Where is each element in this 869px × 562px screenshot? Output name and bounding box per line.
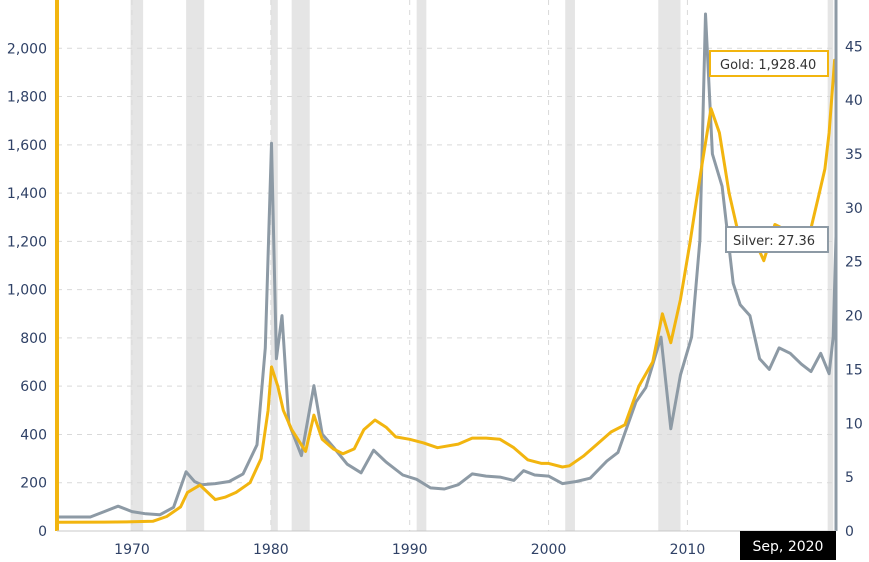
right-tick-label: 30 [845, 201, 863, 217]
left-tick-label: 1,200 [7, 234, 47, 250]
recession-band-6 [658, 0, 681, 531]
right-tick-label: 5 [845, 470, 854, 486]
right-tick-label: 35 [845, 147, 863, 163]
left-tick-label: 0 [38, 524, 47, 540]
gold-callout-text: Gold: 1,928.40 [720, 58, 816, 73]
silver-callout-box [725, 226, 829, 253]
recession-band-4 [416, 0, 427, 531]
tick-labels: 02004006008001,0001,2001,4001,6001,8002,… [7, 39, 863, 558]
left-tick-label: 800 [20, 331, 47, 347]
right-tick-label: 45 [845, 39, 863, 55]
silver-price-callout: Silver: 27.36 [725, 226, 829, 253]
axes [55, 0, 838, 532]
right-tick-label: 15 [845, 362, 863, 378]
recession-band-3 [291, 0, 310, 531]
date-tag-text: Sep, 2020 [753, 539, 824, 555]
x-tick-label: 1980 [253, 542, 289, 558]
recession-band-1 [186, 0, 205, 531]
recession-band-0 [130, 0, 144, 531]
left-tick-label: 1,000 [7, 283, 47, 299]
right-tick-label: 10 [845, 416, 863, 432]
date-tag-box [740, 531, 836, 560]
right-tick-label: 20 [845, 309, 863, 325]
right-tick-label: 25 [845, 255, 863, 271]
gold-callout-box [709, 50, 829, 77]
x-tick-label: 2010 [670, 542, 706, 558]
grid-lines [57, 0, 836, 531]
silver-price-line [57, 12, 838, 519]
gold-price-line [56, 58, 838, 524]
silver-callout-text: Silver: 27.36 [733, 234, 815, 249]
right-tick-label: 40 [845, 93, 863, 109]
recession-band-5 [565, 0, 575, 531]
x-tick-label: 2000 [531, 542, 567, 558]
left-tick-label: 200 [20, 476, 47, 492]
left-tick-label: 400 [20, 427, 47, 443]
left-tick-label: 1,800 [7, 90, 47, 106]
left-tick-label: 2,000 [7, 41, 47, 57]
x-tick-label: 1990 [392, 542, 428, 558]
recession-band-7 [827, 0, 834, 531]
series-lines [56, 12, 838, 524]
gold-price-callout: Gold: 1,928.40 [709, 50, 829, 77]
left-tick-label: 1,400 [7, 186, 47, 202]
recession-bands [130, 0, 834, 531]
left-tick-label: 600 [20, 379, 47, 395]
x-tick-label: 1970 [114, 542, 150, 558]
current-date-tag: Sep, 2020 [740, 531, 836, 560]
right-tick-label: 0 [845, 524, 854, 540]
left-tick-label: 1,600 [7, 138, 47, 154]
